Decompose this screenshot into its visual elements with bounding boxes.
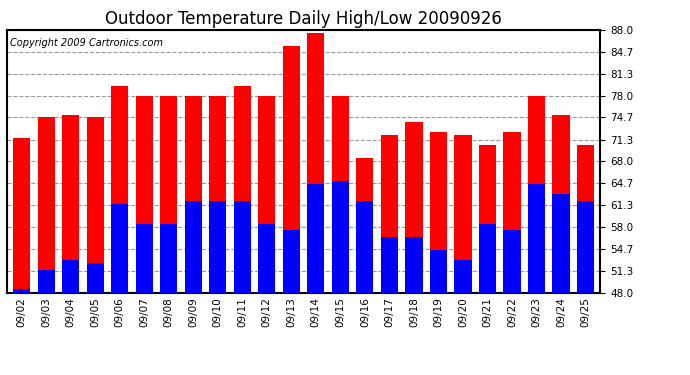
Bar: [528, 96, 545, 292]
Bar: [479, 145, 496, 292]
Bar: [86, 263, 104, 292]
Bar: [528, 184, 545, 292]
Bar: [381, 135, 398, 292]
Bar: [553, 116, 570, 292]
Bar: [185, 201, 202, 292]
Bar: [356, 158, 373, 292]
Bar: [307, 33, 324, 292]
Bar: [62, 116, 79, 292]
Bar: [13, 289, 30, 292]
Bar: [136, 224, 152, 292]
Bar: [160, 224, 177, 292]
Bar: [37, 270, 55, 292]
Bar: [405, 122, 422, 292]
Bar: [332, 181, 349, 292]
Bar: [209, 96, 226, 292]
Bar: [111, 86, 128, 292]
Bar: [234, 201, 251, 292]
Bar: [430, 132, 447, 292]
Bar: [160, 96, 177, 292]
Bar: [37, 117, 55, 292]
Bar: [13, 138, 30, 292]
Bar: [86, 117, 104, 292]
Bar: [504, 132, 521, 292]
Bar: [430, 250, 447, 292]
Text: Copyright 2009 Cartronics.com: Copyright 2009 Cartronics.com: [10, 38, 163, 48]
Bar: [258, 96, 275, 292]
Bar: [209, 201, 226, 292]
Bar: [111, 204, 128, 292]
Bar: [405, 237, 422, 292]
Bar: [258, 224, 275, 292]
Bar: [332, 96, 349, 292]
Bar: [479, 224, 496, 292]
Bar: [283, 46, 300, 292]
Bar: [504, 230, 521, 292]
Bar: [577, 201, 594, 292]
Bar: [62, 260, 79, 292]
Bar: [577, 145, 594, 292]
Bar: [381, 237, 398, 292]
Bar: [455, 135, 471, 292]
Bar: [553, 194, 570, 292]
Title: Outdoor Temperature Daily High/Low 20090926: Outdoor Temperature Daily High/Low 20090…: [105, 10, 502, 28]
Bar: [136, 96, 152, 292]
Bar: [356, 201, 373, 292]
Bar: [185, 96, 202, 292]
Bar: [455, 260, 471, 292]
Bar: [307, 184, 324, 292]
Bar: [234, 86, 251, 292]
Bar: [283, 230, 300, 292]
